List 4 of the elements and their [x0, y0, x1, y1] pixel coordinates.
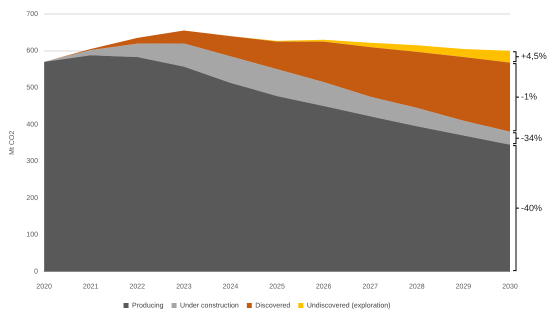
- annotation: -40%: [521, 202, 542, 213]
- annotation: +4,5%: [521, 51, 547, 62]
- annotation: -1%: [521, 92, 538, 102]
- annotation: -34%: [521, 132, 542, 143]
